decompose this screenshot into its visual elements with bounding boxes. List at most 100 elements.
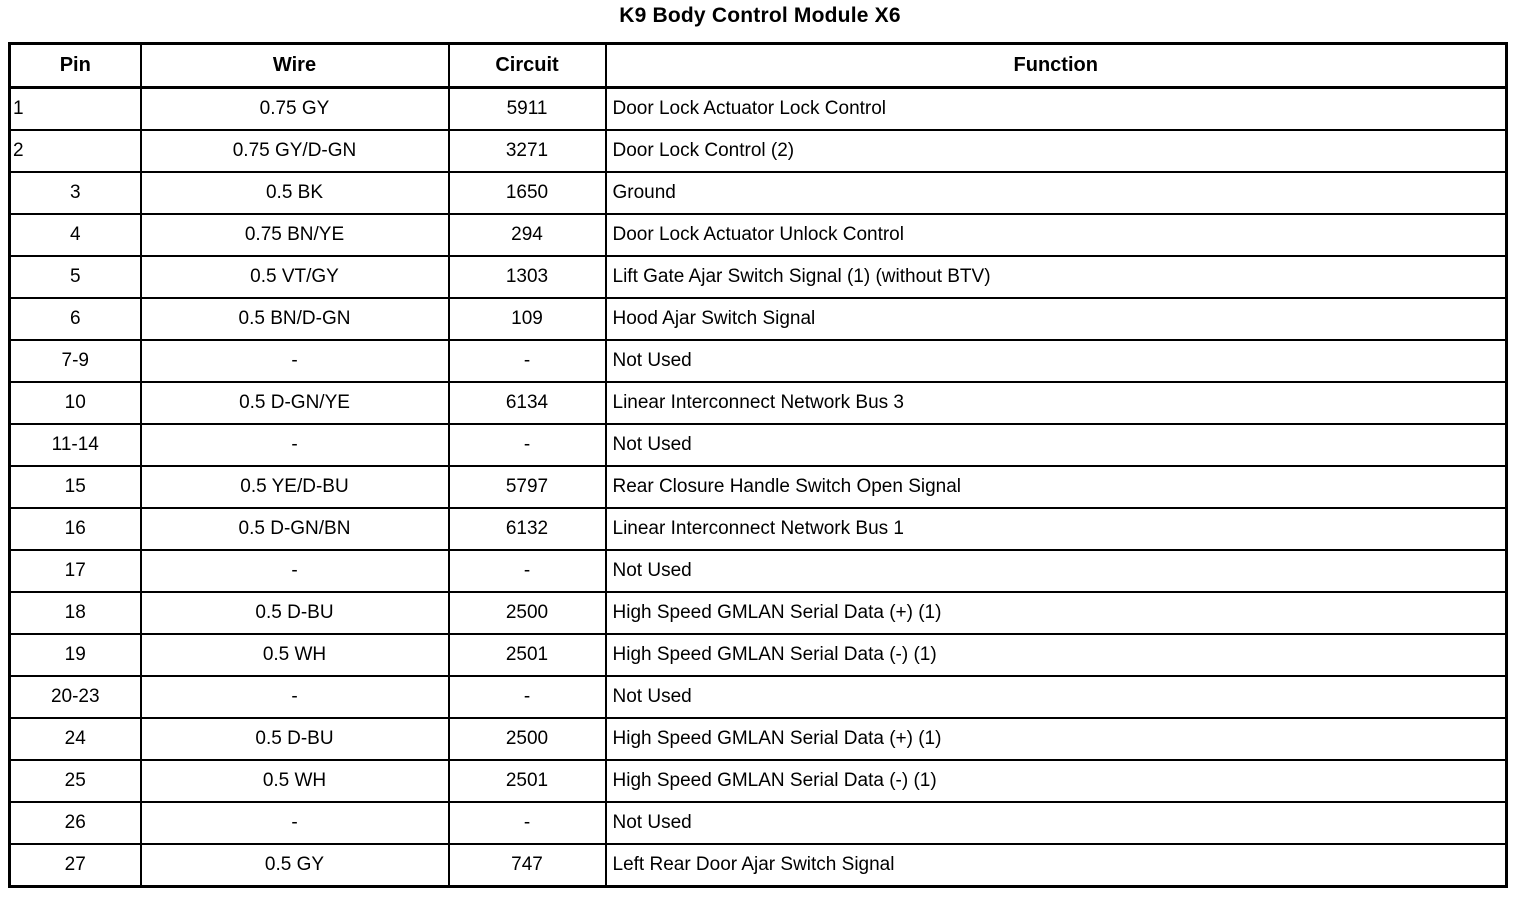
cell-wire: 0.5 D-BU bbox=[139, 591, 450, 635]
table-row: 15 0.5 YE/D-BU 5797 Rear Closure Handle Swi… bbox=[8, 465, 1508, 509]
cell-pin: 19 bbox=[8, 633, 142, 677]
cell-pin: 15 bbox=[8, 465, 142, 509]
cell-function: Not Used bbox=[604, 339, 1508, 383]
cell-circuit: 2500 bbox=[447, 591, 607, 635]
cell-pin: 11-14 bbox=[8, 423, 142, 467]
cell-function: Not Used bbox=[604, 675, 1508, 719]
cell-circuit: 747 bbox=[447, 843, 607, 888]
table-row: 19 0.5 WH 2501 High Speed GMLAN Serial Data… bbox=[8, 633, 1508, 677]
cell-function: Not Used bbox=[604, 549, 1508, 593]
cell-pin: 10 bbox=[8, 381, 142, 425]
cell-wire: 0.5 YE/D-BU bbox=[139, 465, 450, 509]
column-header-wire: Wire bbox=[139, 42, 450, 89]
cell-pin: 27 bbox=[8, 843, 142, 888]
cell-circuit: 1650 bbox=[447, 171, 607, 215]
pinout-table: Pin Wire Circuit Function 1 0.75 GY 5911 Do… bbox=[8, 42, 1508, 888]
cell-pin: 5 bbox=[8, 255, 142, 299]
cell-function: Linear Interconnect Network Bus 3 bbox=[604, 381, 1508, 425]
cell-circuit: - bbox=[447, 801, 607, 845]
cell-pin: 24 bbox=[8, 717, 142, 761]
cell-function: Left Rear Door Ajar Switch Signal bbox=[604, 843, 1508, 888]
column-header-function: Function bbox=[604, 42, 1508, 89]
column-header-circuit: Circuit bbox=[447, 42, 607, 89]
cell-wire: 0.5 GY bbox=[139, 843, 450, 888]
table-row: 24 0.5 D-BU 2500 High Speed GMLAN Serial Da… bbox=[8, 717, 1508, 761]
cell-pin: 16 bbox=[8, 507, 142, 551]
cell-function: Hood Ajar Switch Signal bbox=[604, 297, 1508, 341]
cell-circuit: - bbox=[447, 549, 607, 593]
cell-circuit: 1303 bbox=[447, 255, 607, 299]
cell-wire: - bbox=[139, 339, 450, 383]
cell-circuit: 2501 bbox=[447, 633, 607, 677]
cell-wire: 0.5 VT/GY bbox=[139, 255, 450, 299]
table-row: 17- - Not Used bbox=[8, 549, 1508, 593]
cell-wire: - bbox=[139, 801, 450, 845]
cell-pin: 18 bbox=[8, 591, 142, 635]
table-row: 27 0.5 GY 747 Left Rear Door Ajar Switch Si… bbox=[8, 843, 1508, 888]
cell-circuit: 3271 bbox=[447, 129, 607, 173]
cell-pin: 7-9 bbox=[8, 339, 142, 383]
cell-circuit: 2500 bbox=[447, 717, 607, 761]
cell-circuit: 5911 bbox=[447, 86, 607, 131]
cell-circuit: 2501 bbox=[447, 759, 607, 803]
cell-wire: 0.75 GY/D-GN bbox=[139, 129, 450, 173]
table-header-row: Pin Wire Circuit Function bbox=[8, 42, 1508, 89]
cell-pin: 2 bbox=[8, 129, 142, 173]
cell-function: Lift Gate Ajar Switch Signal (1) (withou… bbox=[604, 255, 1508, 299]
table-row: 18 0.5 D-BU 2500 High Speed GMLAN Serial Da… bbox=[8, 591, 1508, 635]
cell-circuit: 109 bbox=[447, 297, 607, 341]
cell-pin: 20-23 bbox=[8, 675, 142, 719]
cell-wire: 0.5 D-BU bbox=[139, 717, 450, 761]
cell-wire: - bbox=[139, 675, 450, 719]
cell-wire: 0.75 BN/YE bbox=[139, 213, 450, 257]
cell-pin: 4 bbox=[8, 213, 142, 257]
cell-function: Door Lock Actuator Unlock Control bbox=[604, 213, 1508, 257]
cell-pin: 1 bbox=[8, 86, 142, 131]
table-row: 26- - Not Used bbox=[8, 801, 1508, 845]
table-row: 2 0.75 GY/D-GN 3271 Door Lock Control (2) bbox=[8, 129, 1508, 173]
cell-circuit: 5797 bbox=[447, 465, 607, 509]
cell-function: High Speed GMLAN Serial Data (+) (1) bbox=[604, 717, 1508, 761]
cell-circuit: 294 bbox=[447, 213, 607, 257]
cell-function: Door Lock Actuator Lock Control bbox=[604, 86, 1508, 131]
table-row: 25 0.5 WH 2501 High Speed GMLAN Serial Data… bbox=[8, 759, 1508, 803]
cell-wire: 0.5 BK bbox=[139, 171, 450, 215]
cell-function: Rear Closure Handle Switch Open Signal bbox=[604, 465, 1508, 509]
cell-wire: - bbox=[139, 423, 450, 467]
cell-circuit: 6134 bbox=[447, 381, 607, 425]
table-row: 7-9- - Not Used bbox=[8, 339, 1508, 383]
cell-wire: 0.5 WH bbox=[139, 759, 450, 803]
column-header-pin: Pin bbox=[8, 42, 142, 89]
cell-circuit: - bbox=[447, 339, 607, 383]
cell-wire: 0.5 D-GN/YE bbox=[139, 381, 450, 425]
cell-wire: 0.5 D-GN/BN bbox=[139, 507, 450, 551]
cell-function: High Speed GMLAN Serial Data (+) (1) bbox=[604, 591, 1508, 635]
cell-wire: - bbox=[139, 549, 450, 593]
cell-wire: 0.5 WH bbox=[139, 633, 450, 677]
cell-function: Ground bbox=[604, 171, 1508, 215]
cell-pin: 6 bbox=[8, 297, 142, 341]
cell-function: Not Used bbox=[604, 801, 1508, 845]
table-row: 16 0.5 D-GN/BN 6132 Linear Interconnect Net… bbox=[8, 507, 1508, 551]
cell-pin: 25 bbox=[8, 759, 142, 803]
table-row: 10 0.5 D-GN/YE 6134 Linear Interconnect Net… bbox=[8, 381, 1508, 425]
page-title: K9 Body Control Module X6 bbox=[619, 4, 901, 27]
table-row: 20-23- - Not Used bbox=[8, 675, 1508, 719]
table-row: 1 0.75 GY 5911 Door Lock Actuator Lock Cont… bbox=[8, 86, 1508, 131]
cell-circuit: - bbox=[447, 423, 607, 467]
table-body: 1 0.75 GY 5911 Door Lock Actuator Lock Cont… bbox=[8, 86, 1508, 888]
table-row: 11-14- - Not Used bbox=[8, 423, 1508, 467]
table-row: 6 0.5 BN/D-GN 109 Hood Ajar Switch Signal bbox=[8, 297, 1508, 341]
cell-function: Not Used bbox=[604, 423, 1508, 467]
table-row: 5 0.5 VT/GY 1303 Lift Gate Ajar Switch Sign… bbox=[8, 255, 1508, 299]
cell-wire: 0.75 GY bbox=[139, 86, 450, 131]
cell-pin: 17 bbox=[8, 549, 142, 593]
table-row: 4 0.75 BN/YE 294 Door Lock Actuator Unlock … bbox=[8, 213, 1508, 257]
cell-function: High Speed GMLAN Serial Data (-) (1) bbox=[604, 759, 1508, 803]
cell-pin: 3 bbox=[8, 171, 142, 215]
cell-function: High Speed GMLAN Serial Data (-) (1) bbox=[604, 633, 1508, 677]
cell-wire: 0.5 BN/D-GN bbox=[139, 297, 450, 341]
cell-function: Linear Interconnect Network Bus 1 bbox=[604, 507, 1508, 551]
cell-circuit: - bbox=[447, 675, 607, 719]
